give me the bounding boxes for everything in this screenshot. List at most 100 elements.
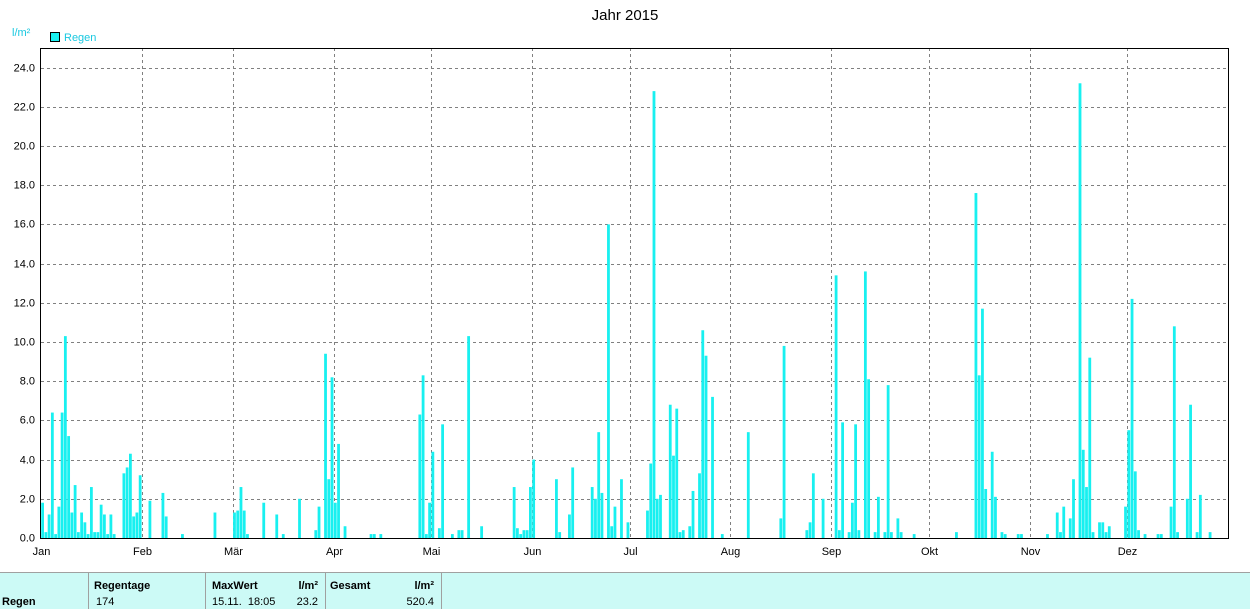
x-tick-label: Dez xyxy=(1118,546,1138,558)
y-tick-label: 10.0 xyxy=(14,336,35,348)
bar xyxy=(571,467,575,538)
table-header: Gesamt xyxy=(330,580,371,592)
bar xyxy=(1107,526,1111,538)
y-tick-label: 24.0 xyxy=(14,62,35,74)
bar xyxy=(649,463,653,538)
bar xyxy=(558,532,562,538)
bar xyxy=(1000,532,1004,538)
bar xyxy=(652,91,656,539)
bar xyxy=(994,496,997,538)
y-tick-label: 8.0 xyxy=(20,375,35,387)
bar xyxy=(1059,532,1062,538)
bar xyxy=(333,502,337,538)
bar xyxy=(275,514,279,538)
bar xyxy=(47,514,51,538)
bar xyxy=(431,451,435,538)
bar xyxy=(457,530,461,538)
bar xyxy=(441,424,445,538)
x-tick-label: Jan xyxy=(33,546,51,558)
bar xyxy=(1127,430,1131,538)
bar xyxy=(1016,534,1020,538)
y-tick-label: 6.0 xyxy=(20,414,35,426)
bar xyxy=(164,516,168,538)
y-tick-label: 22.0 xyxy=(14,101,35,113)
bar xyxy=(1078,83,1082,538)
bar xyxy=(1003,534,1007,538)
bar xyxy=(847,532,851,538)
bar xyxy=(597,432,601,538)
bar xyxy=(99,504,103,538)
bar xyxy=(984,489,988,538)
bar xyxy=(837,530,841,538)
table-lines xyxy=(0,572,1250,609)
x-tick-label: Aug xyxy=(721,546,741,558)
bar xyxy=(590,487,594,538)
x-tick-label: Jul xyxy=(623,546,637,558)
bar xyxy=(369,534,373,538)
bar xyxy=(54,534,58,538)
x-tick-label: Apr xyxy=(326,546,343,558)
y-tick-label: 18.0 xyxy=(14,179,35,191)
bar xyxy=(1068,518,1072,538)
table-header: l/m² xyxy=(298,580,318,592)
bar xyxy=(1046,534,1049,538)
x-tick-label: Feb xyxy=(133,546,152,558)
bar xyxy=(93,532,97,538)
legend-label: Regen xyxy=(64,32,96,44)
x-tick-label: Okt xyxy=(921,546,938,558)
bar xyxy=(1020,534,1023,538)
bar xyxy=(76,532,80,538)
bar xyxy=(857,530,861,538)
y-axis-unit: l/m² xyxy=(12,27,31,39)
bar xyxy=(675,408,679,538)
bar xyxy=(977,375,981,538)
bar xyxy=(298,498,301,538)
bar xyxy=(262,502,266,538)
x-tick-label: Mär xyxy=(224,546,243,558)
x-tick-label: Sep xyxy=(822,546,842,558)
bar xyxy=(529,487,532,538)
bar xyxy=(343,526,347,538)
x-tick-label: Nov xyxy=(1021,546,1041,558)
bar xyxy=(1098,522,1101,538)
bar xyxy=(109,514,113,538)
bar xyxy=(889,532,893,538)
table-header: Regentage xyxy=(94,580,150,592)
bar xyxy=(1101,522,1105,538)
bar xyxy=(50,412,54,538)
bar xyxy=(720,534,724,538)
bar xyxy=(850,502,854,538)
table-row-label: Regen xyxy=(2,596,36,608)
bar xyxy=(138,475,142,538)
bar xyxy=(135,512,139,538)
bar xyxy=(372,534,376,538)
bar xyxy=(863,271,867,538)
table-header: MaxWert xyxy=(212,580,258,592)
bar xyxy=(181,534,184,538)
bar xyxy=(112,534,116,538)
table-cell: 520.4 xyxy=(406,596,434,608)
bar xyxy=(44,532,48,538)
bar xyxy=(129,453,132,538)
bar xyxy=(698,473,701,538)
table-background xyxy=(0,572,1250,609)
bar xyxy=(428,502,431,538)
bar xyxy=(63,336,67,538)
bar xyxy=(1072,479,1075,538)
bar xyxy=(821,498,825,538)
bar xyxy=(314,530,318,538)
bar xyxy=(876,496,880,538)
bar xyxy=(886,385,890,538)
bar xyxy=(60,412,64,538)
bar xyxy=(1143,534,1147,538)
bar xyxy=(324,353,327,538)
bar xyxy=(327,479,331,538)
x-tick-label: Jun xyxy=(524,546,542,558)
bar xyxy=(73,485,77,538)
bar xyxy=(1124,506,1127,538)
bar xyxy=(239,487,243,538)
bar xyxy=(620,479,623,538)
bar xyxy=(1185,498,1189,538)
